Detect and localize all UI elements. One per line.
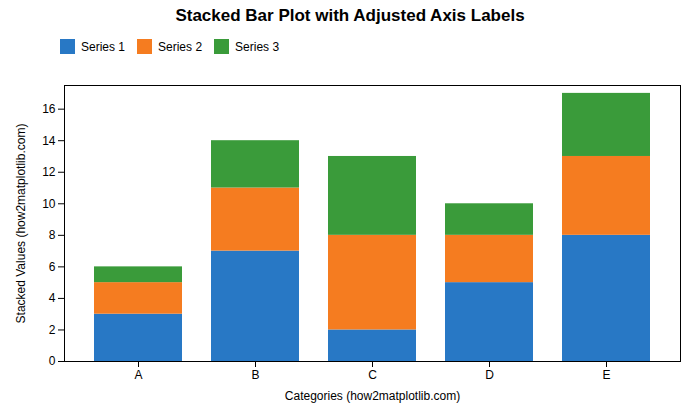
svg-text:E: E — [602, 368, 610, 382]
svg-text:12: 12 — [42, 165, 56, 179]
svg-text:14: 14 — [42, 134, 56, 148]
svg-text:4: 4 — [49, 291, 56, 305]
svg-text:16: 16 — [42, 102, 56, 116]
svg-text:B: B — [251, 368, 259, 382]
html-text:Series 3: Series 3 — [235, 39, 280, 54]
svg-text:10: 10 — [42, 197, 56, 211]
svg-text:6: 6 — [49, 260, 56, 274]
svg-text:8: 8 — [49, 228, 56, 242]
svg-text:Stacked Values (how2matplotlib: Stacked Values (how2matplotlib.com) — [14, 124, 28, 324]
svg-text:Categories (how2matplotlib.com: Categories (how2matplotlib.com) — [285, 389, 460, 403]
svg-text:C: C — [368, 368, 377, 382]
html-text:Series 2: Series 2 — [158, 39, 203, 54]
html-text:Stacked Bar Plot with Adjusted: Stacked Bar Plot with Adjusted Axis Labe… — [175, 6, 525, 25]
svg-text:0: 0 — [49, 354, 56, 368]
svg-text:D: D — [485, 368, 494, 382]
svg-text:A: A — [134, 368, 142, 382]
html-text:Series 1: Series 1 — [81, 39, 125, 54]
svg-text:2: 2 — [49, 323, 56, 337]
